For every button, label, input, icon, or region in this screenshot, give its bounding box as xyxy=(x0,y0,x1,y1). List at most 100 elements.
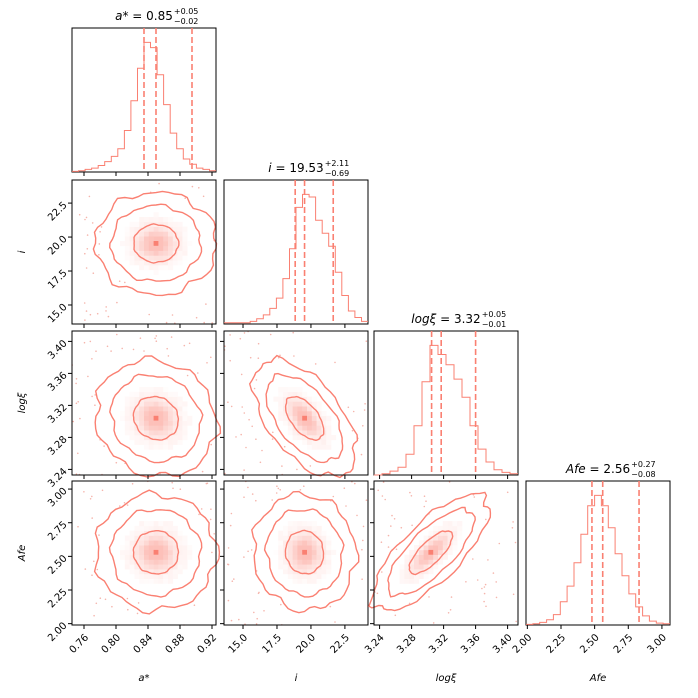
scatter-point xyxy=(101,489,104,492)
x-tick-label-i: 17.5 xyxy=(261,632,285,656)
density-cell xyxy=(148,231,154,237)
density-cell xyxy=(187,415,193,421)
density-cell xyxy=(399,564,405,570)
y-tick-label-logxi: 3.24 xyxy=(46,466,70,490)
scatter-point xyxy=(183,344,186,347)
density-cell xyxy=(182,415,188,421)
density-cell xyxy=(182,236,188,242)
density-cell xyxy=(316,430,322,436)
density-cell xyxy=(316,549,322,555)
density-cell xyxy=(326,425,332,431)
density-cell xyxy=(153,255,159,261)
density-cell xyxy=(307,406,313,412)
density-cell xyxy=(428,530,434,536)
density-cell xyxy=(283,535,289,541)
contour-line xyxy=(284,395,325,442)
density-cell xyxy=(144,435,150,441)
scatter-point xyxy=(428,596,430,598)
density-cell xyxy=(134,260,140,266)
density-cell xyxy=(321,564,327,570)
density-cell xyxy=(124,559,130,565)
density-cell xyxy=(163,245,169,251)
scatter-point xyxy=(280,603,282,606)
density-cell xyxy=(158,245,164,251)
density-cell xyxy=(307,578,313,584)
density-cell xyxy=(311,425,317,431)
density-cell xyxy=(134,391,140,397)
density-cell xyxy=(182,425,188,431)
density-cell xyxy=(134,430,140,436)
density-cell xyxy=(144,226,150,232)
scatter-point xyxy=(240,373,243,376)
density-cell xyxy=(442,530,448,536)
scatter-point xyxy=(347,406,350,409)
density-cell xyxy=(153,217,159,223)
density-cell xyxy=(158,236,164,242)
scatter-point xyxy=(94,404,96,407)
density-cell xyxy=(321,415,327,421)
density-cell xyxy=(447,549,453,555)
density-cell xyxy=(139,231,145,237)
scatter-point xyxy=(309,465,312,467)
density-cell xyxy=(158,221,164,227)
density-cell xyxy=(307,420,313,426)
panel-frame xyxy=(71,330,217,476)
density-cell xyxy=(134,401,140,407)
density-cell xyxy=(177,535,183,541)
density-cell xyxy=(148,444,154,450)
density-cell xyxy=(153,559,159,565)
density-cell xyxy=(134,564,140,570)
scatter-point xyxy=(233,578,235,580)
density-cell xyxy=(182,559,188,565)
density-cell xyxy=(177,401,183,407)
density-cell xyxy=(144,439,150,445)
histogram-logxi xyxy=(374,344,518,476)
density-cell xyxy=(158,411,164,417)
density-cell xyxy=(163,554,169,560)
density-cell xyxy=(433,554,439,560)
density-cell xyxy=(148,573,154,579)
contour-line xyxy=(263,508,345,598)
density-cell xyxy=(418,545,424,551)
scatter-point xyxy=(351,429,354,432)
y-tick-label-logxi: 3.28 xyxy=(46,434,70,458)
density-cell xyxy=(168,245,174,251)
scatter-point xyxy=(87,375,89,378)
scatter-point xyxy=(75,402,78,405)
density-cell xyxy=(148,569,154,575)
density-cell xyxy=(182,545,188,551)
density-cell xyxy=(144,573,150,579)
density-cell xyxy=(163,391,169,397)
scatter-point xyxy=(211,551,213,554)
density-cell xyxy=(423,545,429,551)
scatter-point xyxy=(247,550,249,553)
density-cell xyxy=(447,525,453,531)
histogram-a xyxy=(72,41,216,172)
scatter-point xyxy=(103,445,105,447)
density-cell xyxy=(172,545,178,551)
density-cell xyxy=(287,415,293,421)
y-tick-label-afe: 2.25 xyxy=(46,587,70,611)
density-cell xyxy=(163,435,169,441)
scatter-point xyxy=(124,281,126,284)
scatter-point xyxy=(483,600,485,603)
scatter-point xyxy=(484,583,487,586)
density-cell xyxy=(158,391,164,397)
scatter-point xyxy=(281,465,283,467)
density-cell xyxy=(144,217,150,223)
density-cell xyxy=(172,525,178,531)
density-cell xyxy=(302,425,308,431)
density-cell xyxy=(311,545,317,551)
density-cell xyxy=(172,396,178,402)
density-cell xyxy=(287,540,293,546)
density-cell xyxy=(153,521,159,527)
density-cell xyxy=(177,435,183,441)
scatter-point xyxy=(127,608,129,611)
panel-title-a: a* = 0.85 xyxy=(115,9,173,23)
density-cell xyxy=(307,439,313,445)
density-cell xyxy=(414,578,420,584)
density-cell xyxy=(153,226,159,232)
scatter-point xyxy=(261,449,263,452)
density-cell xyxy=(316,411,322,417)
scatter-point xyxy=(425,500,427,503)
